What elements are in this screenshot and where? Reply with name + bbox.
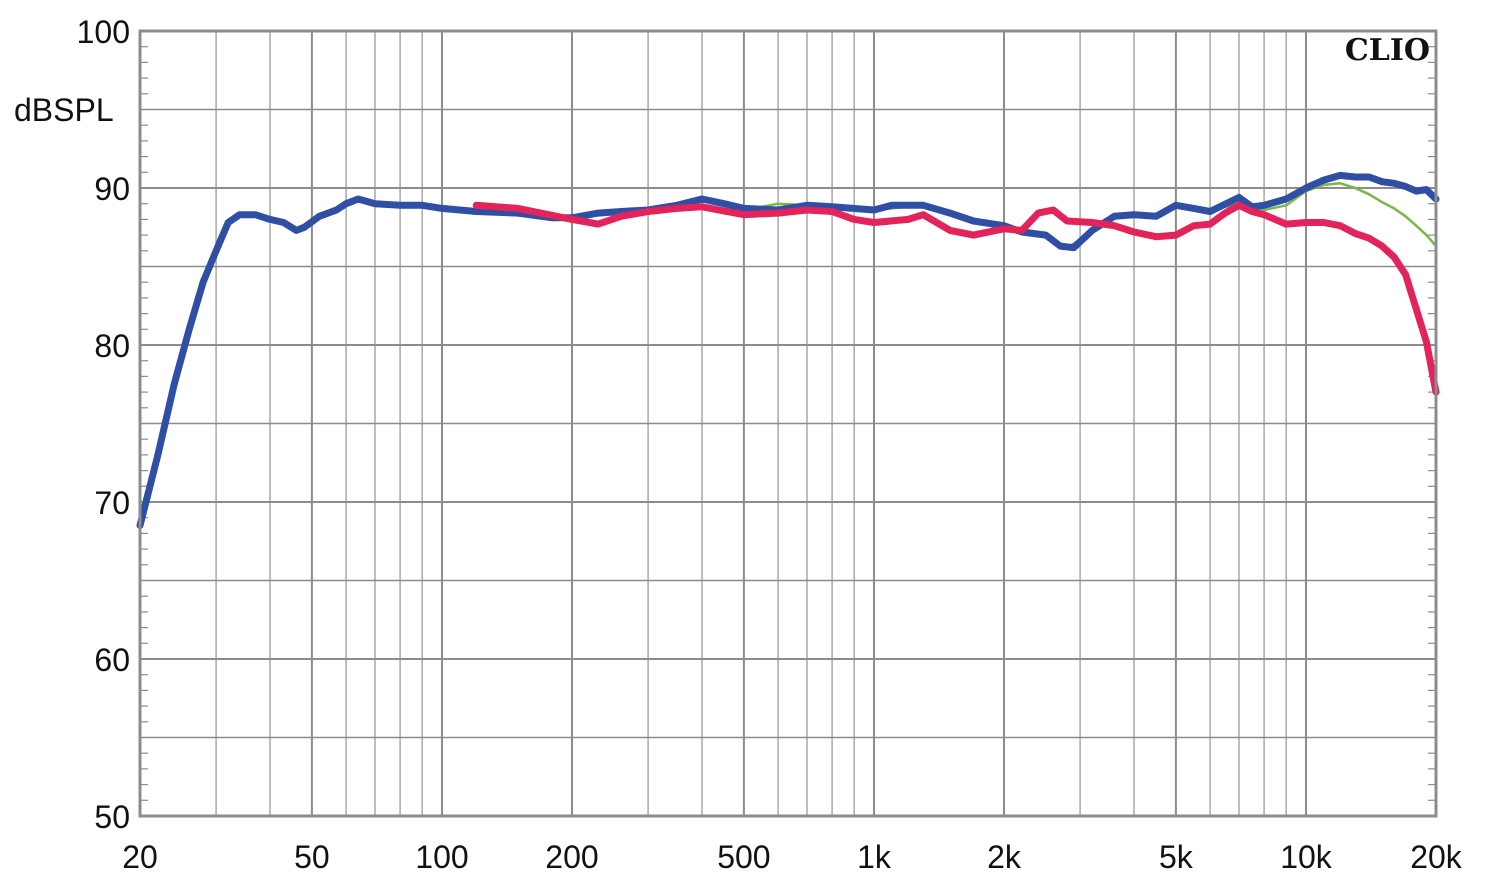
y-tick-label: 70 — [94, 485, 130, 521]
series-line-3 — [472, 201, 1440, 396]
plot-frame — [138, 29, 1438, 818]
x-tick-label: 200 — [545, 839, 598, 875]
x-tick-labels: 20 50 100 200 500 1k 2k 5k 10k 20k — [122, 839, 1463, 875]
x-tick-label: 50 — [294, 839, 330, 875]
x-tick-label: 2k — [987, 839, 1022, 875]
x-tick-label: 20 — [122, 839, 158, 875]
x-tick-label: 20k — [1410, 839, 1463, 875]
series-line-2 — [136, 171, 1440, 529]
brand-watermark: CLIO — [1345, 33, 1430, 68]
x-tick-label: 500 — [717, 839, 770, 875]
grid — [140, 31, 1436, 816]
x-tick-label: 5k — [1159, 839, 1194, 875]
y-tick-label: 50 — [94, 799, 130, 835]
y-tick-label: 100 — [77, 14, 130, 50]
x-tick-label: 100 — [415, 839, 468, 875]
x-tick-label: 10k — [1280, 839, 1333, 875]
y-tick-label: 60 — [94, 642, 130, 678]
series-group — [136, 171, 1440, 529]
y-axis-unit: dBSPL — [14, 92, 114, 128]
x-tick-label: 1k — [857, 839, 892, 875]
y-tick-label: 90 — [94, 171, 130, 207]
y-tick-label: 80 — [94, 328, 130, 364]
y-tick-labels: 50 60 70 80 90 100 — [77, 14, 130, 835]
